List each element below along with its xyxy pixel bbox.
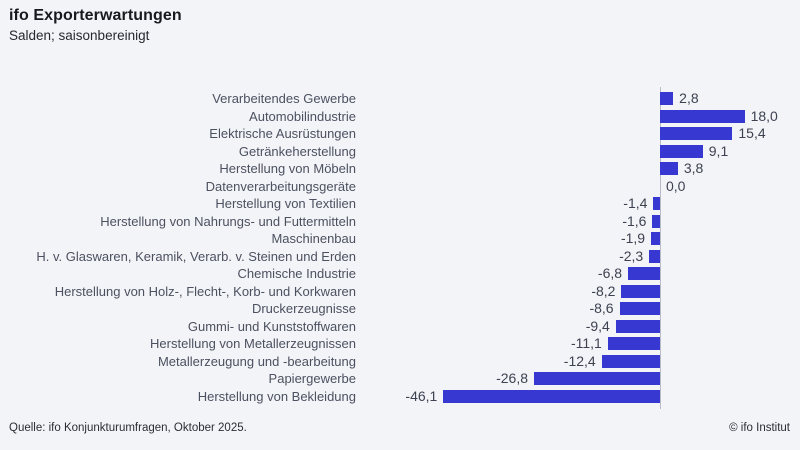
value-label: -1,6 [622, 212, 647, 229]
value-label: 2,8 [679, 90, 699, 106]
category-label: Datenverarbeitungsgeräte [205, 178, 356, 194]
bar-row: Herstellung von Textilien -1,4 [0, 195, 800, 213]
bar-plot-area: -6,8 [358, 265, 800, 283]
bar [660, 127, 733, 141]
category-label: Verarbeitendes Gewerbe [212, 91, 356, 106]
value-label: 9,1 [708, 142, 729, 159]
source-note: Quelle: ifo Konjunkturumfragen, Oktober … [9, 422, 247, 434]
bar-rows: Verarbeitendes Gewerbe 2,8 Automobilindust… [0, 90, 800, 405]
category-label: Getränkeherstellung [238, 143, 356, 159]
copyright-note: © ifo Institut [729, 422, 790, 434]
bar-row: Chemische Industrie -6,8 [0, 265, 800, 283]
bar [652, 214, 660, 228]
bar [653, 197, 660, 211]
value-label: -1,9 [620, 230, 646, 246]
category-label: Druckerzeugnisse [251, 301, 356, 316]
bar-plot-area: -12,4 [358, 353, 800, 371]
value-label: -9,4 [585, 317, 610, 334]
value-label: -26,8 [496, 370, 529, 386]
bar [649, 249, 660, 263]
category-label: Herstellung von Textilien [215, 196, 356, 211]
bar-plot-area: -8,6 [358, 300, 800, 318]
bar [601, 354, 660, 368]
zero-axis-line [660, 87, 661, 409]
chart-header: ifo Exporterwartungen Salden; saisonbere… [9, 7, 182, 43]
bar [534, 372, 660, 386]
bar-row: Herstellung von Metallerzeugnissen -11,1 [0, 335, 800, 353]
bar-plot-area: -1,6 [358, 213, 800, 231]
bar [607, 337, 660, 351]
bar-row: Herstellung von Bekleidung -46,1 [0, 388, 800, 406]
bar-plot-area: 18,0 [358, 108, 800, 126]
category-label: Elektrische Ausrüstungen [209, 126, 356, 141]
category-label: Metallerzeugung und -bearbeitung [157, 353, 356, 369]
bar-plot-area: -9,4 [358, 318, 800, 336]
bar [651, 232, 660, 246]
category-label: Herstellung von Bekleidung [197, 388, 356, 404]
bar-plot-area: 2,8 [358, 90, 800, 108]
value-label: 15,4 [738, 125, 766, 141]
value-label: 0,0 [666, 177, 686, 194]
chart-subtitle: Salden; saisonbereinigt [9, 28, 150, 43]
bar-plot-area: 3,8 [358, 160, 800, 178]
bar [621, 284, 660, 298]
bar [615, 319, 660, 333]
category-label: Chemische Industrie [237, 266, 357, 281]
bar-row: Herstellung von Möbeln 3,8 [0, 160, 800, 178]
bar-plot-area: 9,1 [358, 143, 800, 161]
category-label: Papiergewerbe [268, 371, 356, 386]
bar-row: Automobilindustrie 18,0 [0, 108, 800, 126]
bar [443, 389, 660, 403]
bar-row: Verarbeitendes Gewerbe 2,8 [0, 90, 800, 108]
bar-row: Druckerzeugnisse -8,6 [0, 300, 800, 318]
bar-row: Herstellung von Nahrungs- und Futtermitt… [0, 213, 800, 231]
value-label: -8,6 [589, 300, 614, 316]
bar-row: Gummi- und Kunststoffwaren -9,4 [0, 318, 800, 336]
value-label: -2,3 [619, 247, 644, 264]
value-label: -11,1 [570, 335, 602, 351]
value-label: -12,4 [563, 352, 596, 369]
bar-plot-area: -1,9 [358, 230, 800, 248]
bar [660, 92, 674, 106]
bar-chart: Verarbeitendes Gewerbe 2,8 Automobilindust… [0, 87, 800, 409]
category-label: Herstellung von Metallerzeugnissen [150, 336, 356, 351]
category-label: Gummi- und Kunststoffwaren [187, 318, 356, 334]
bar [619, 302, 660, 316]
bar [628, 267, 660, 281]
category-label: Herstellung von Möbeln [219, 161, 356, 176]
bar-plot-area: 15,4 [358, 125, 800, 143]
chart-title: ifo Exporterwartungen [9, 7, 182, 24]
bar [660, 162, 678, 176]
value-label: -8,2 [591, 282, 616, 299]
bar [660, 109, 745, 123]
value-label: 3,8 [683, 160, 704, 176]
category-label: Herstellung von Holz-, Flecht-, Korb- un… [54, 283, 356, 299]
bar-plot-area: -8,2 [358, 283, 800, 301]
bar-plot-area: -26,8 [358, 370, 800, 388]
bar-row: H. v. Glaswaren, Keramik, Verarb. v. Ste… [0, 248, 800, 266]
bar-plot-area: -11,1 [358, 335, 800, 353]
bar-plot-area: -2,3 [358, 248, 800, 266]
bar-row: Datenverarbeitungsgeräte 0,0 [0, 178, 800, 196]
category-label: Herstellung von Nahrungs- und Futtermitt… [100, 213, 356, 229]
bar-row: Herstellung von Holz-, Flecht-, Korb- un… [0, 283, 800, 301]
category-label: Maschinenbau [271, 231, 356, 246]
category-label: H. v. Glaswaren, Keramik, Verarb. v. Ste… [36, 248, 356, 264]
bar-plot-area: 0,0 [358, 178, 800, 196]
value-label: -6,8 [597, 265, 623, 281]
bar-row: Papiergewerbe -26,8 [0, 370, 800, 388]
bar [660, 144, 703, 158]
bar-plot-area: -46,1 [358, 388, 800, 406]
bar-row: Getränkeherstellung 9,1 [0, 143, 800, 161]
bar-plot-area: -1,4 [358, 195, 800, 213]
bar-row: Elektrische Ausrüstungen 15,4 [0, 125, 800, 143]
category-label: Automobilindustrie [249, 108, 356, 124]
value-label: -46,1 [405, 387, 438, 404]
chart-footer: Quelle: ifo Konjunkturumfragen, Oktober … [9, 422, 790, 434]
value-label: -1,4 [623, 195, 648, 211]
value-label: 18,0 [750, 107, 778, 124]
bar-row: Maschinenbau -1,9 [0, 230, 800, 248]
bar-row: Metallerzeugung und -bearbeitung -12,4 [0, 353, 800, 371]
